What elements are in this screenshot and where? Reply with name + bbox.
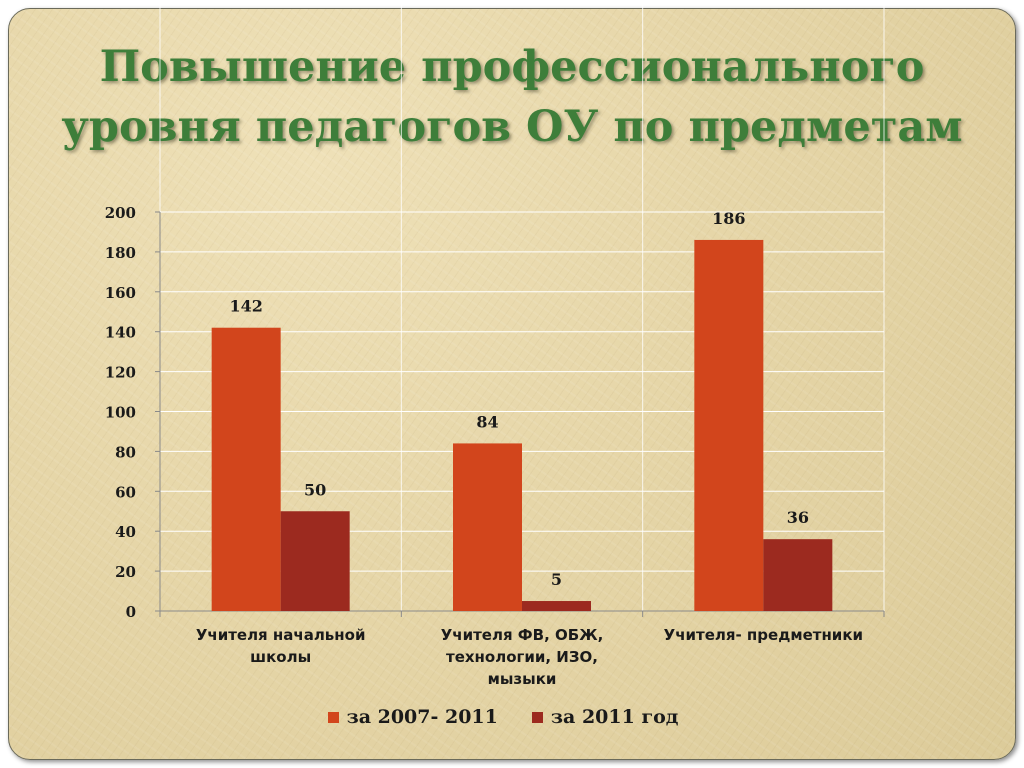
title-line-1: Повышение профессионального	[99, 42, 925, 92]
data-label-series-1: 186	[712, 209, 745, 228]
legend-label-series-2: за 2011 год	[550, 706, 679, 728]
bar-series-1	[453, 443, 522, 611]
category-label: Учителя начальной школы	[171, 624, 391, 668]
category-label-line: Учителя начальной	[195, 626, 366, 644]
legend-item-series-2: за 2011 год	[531, 706, 679, 728]
slide-title: Повышение профессионального уровня педаг…	[9, 37, 1015, 157]
y-tick-label: 80	[115, 443, 136, 461]
legend-swatch-series-2	[531, 711, 543, 723]
data-label-series-1: 142	[229, 297, 262, 316]
legend-item-series-1: за 2007- 2011	[327, 706, 498, 728]
bar-series-2	[280, 511, 350, 611]
data-label-series-2: 36	[787, 508, 809, 527]
category-label-line: Учителя- предметники	[663, 626, 864, 644]
bar-series-1	[694, 239, 764, 611]
y-tick-label: 140	[105, 324, 136, 342]
bar-series-1	[211, 327, 281, 611]
slide: Повышение профессионального уровня педаг…	[8, 8, 1016, 760]
y-tick-label: 120	[105, 364, 136, 382]
category-label-line: технологии, ИЗО,	[446, 648, 598, 666]
category-label-line: Учителя ФВ, ОБЖ,	[440, 626, 604, 644]
y-tick-label: 180	[105, 244, 136, 262]
y-tick-label: 160	[105, 284, 136, 302]
legend-label-series-1: за 2007- 2011	[346, 706, 498, 728]
y-tick-label: 40	[115, 523, 136, 541]
y-tick-label: 0	[126, 603, 136, 621]
y-tick-label: 100	[105, 404, 136, 422]
category-label-line: мызыки	[487, 670, 557, 688]
y-tick-label: 200	[105, 204, 136, 222]
bar-series-2	[763, 539, 833, 611]
legend-swatch-series-1	[327, 711, 339, 723]
category-label: Учителя- предметники	[653, 624, 873, 646]
bar-series-2	[522, 601, 591, 611]
title-line-2: уровня педагогов ОУ по предметам	[61, 102, 963, 152]
data-label-series-2: 5	[551, 570, 562, 589]
category-label: Учителя ФВ, ОБЖ, технологии, ИЗО, мызыки	[412, 624, 632, 690]
data-label-series-2: 50	[304, 480, 326, 499]
y-tick-label: 20	[115, 563, 136, 581]
y-tick-label: 60	[115, 483, 136, 501]
legend: за 2007- 2011 за 2011 год	[0, 706, 1006, 728]
data-label-series-1: 84	[476, 412, 498, 431]
category-label-line: школы	[250, 648, 312, 666]
